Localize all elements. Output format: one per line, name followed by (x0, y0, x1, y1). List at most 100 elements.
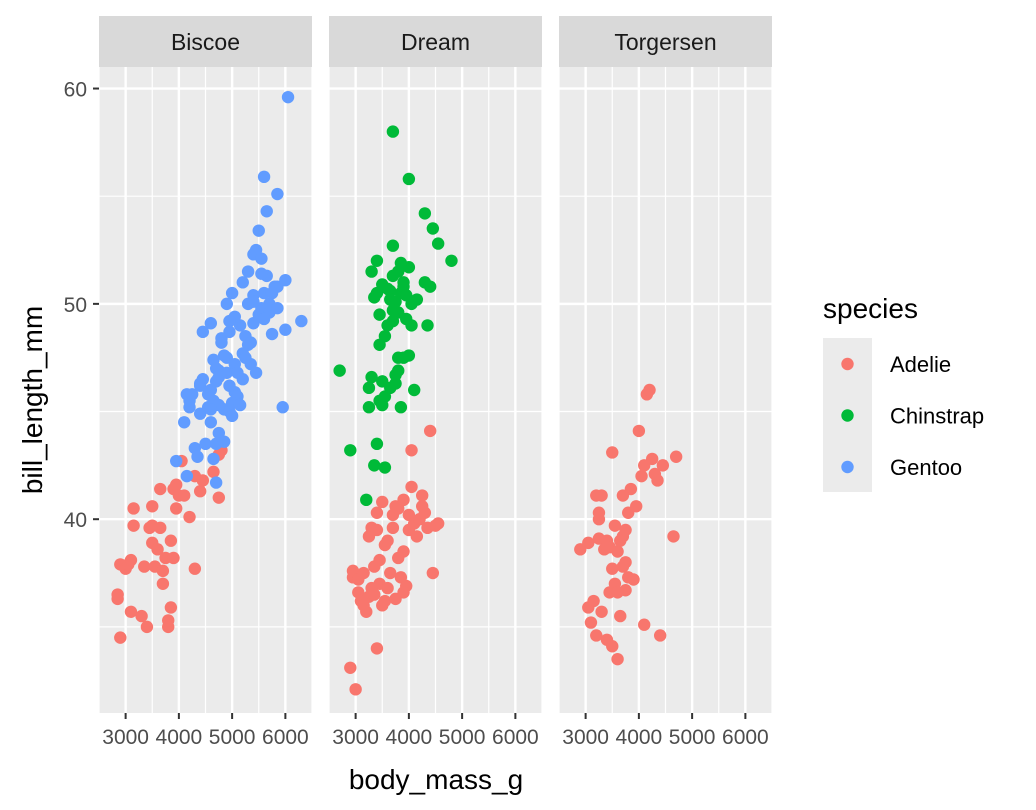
facet-panel: Biscoe 3000 4000 5000 6000 (98, 16, 313, 749)
data-point-gentoo (271, 187, 284, 201)
legend-entries: Adelie Chinstrap Gentoo (841, 352, 984, 480)
data-point-adelie (212, 491, 226, 504)
data-point-gentoo (236, 276, 249, 289)
data-point-chinstrap (397, 276, 410, 289)
data-point-adelie (381, 534, 394, 547)
data-point-chinstrap (410, 293, 424, 306)
data-point-chinstrap (426, 222, 440, 235)
data-point-adelie (376, 495, 389, 509)
data-point-chinstrap (402, 349, 416, 362)
data-point-gentoo (217, 349, 231, 362)
data-point-adelie (635, 469, 648, 483)
data-point-gentoo (295, 314, 308, 328)
data-point-adelie (423, 424, 437, 438)
data-point-adelie (643, 383, 656, 397)
data-point-gentoo (241, 265, 255, 278)
data-point-adelie (653, 629, 667, 642)
data-point-gentoo (209, 476, 223, 489)
data-point-adelie (590, 629, 603, 642)
data-point-gentoo (265, 327, 279, 341)
data-point-adelie (378, 594, 392, 608)
data-point-gentoo (257, 312, 271, 326)
data-point-gentoo (217, 435, 231, 448)
y-tick-label: 60 (64, 79, 87, 102)
data-point-gentoo (225, 286, 239, 300)
facet-panel: Dream 3000 4000 5000 6000 (328, 16, 543, 749)
x-tick-label: 4000 (616, 726, 663, 749)
data-point-adelie (384, 566, 397, 580)
data-point-gentoo (201, 388, 215, 401)
y-axis-title: bill_length_mm (17, 306, 48, 494)
data-point-gentoo (276, 401, 289, 414)
data-point-adelie (632, 424, 646, 438)
data-point-adelie (415, 489, 429, 502)
data-point-adelie (370, 523, 384, 537)
data-point-adelie (606, 640, 619, 653)
data-point-gentoo (252, 224, 265, 237)
x-tick-label: 6000 (722, 726, 769, 749)
data-point-gentoo (196, 325, 210, 339)
data-point-chinstrap (386, 239, 400, 252)
y-tick-label: 40 (64, 509, 87, 532)
data-point-chinstrap (370, 254, 384, 267)
data-point-gentoo (233, 398, 247, 412)
data-point-chinstrap (368, 459, 381, 472)
data-point-adelie (381, 581, 394, 595)
data-point-adelie (405, 444, 418, 457)
data-point-adelie (595, 489, 608, 502)
data-point-chinstrap (402, 172, 416, 186)
data-point-gentoo (212, 370, 226, 384)
data-point-gentoo (279, 273, 292, 287)
legend: species Adelie Chinstrap Gentoo (823, 293, 984, 492)
data-point-adelie (397, 586, 410, 599)
data-point-chinstrap (360, 493, 373, 507)
data-point-gentoo (191, 450, 204, 463)
data-point-adelie (587, 594, 600, 608)
data-point-chinstrap (405, 319, 418, 332)
data-point-adelie (638, 618, 651, 631)
data-point-adelie (196, 474, 210, 487)
data-point-gentoo (244, 336, 257, 349)
data-point-chinstrap (386, 304, 400, 317)
data-point-gentoo (260, 205, 273, 218)
data-point-chinstrap (389, 377, 402, 390)
data-point-chinstrap (365, 370, 378, 384)
data-point-adelie (162, 614, 175, 627)
data-point-adelie (135, 609, 148, 623)
data-point-gentoo (170, 454, 183, 468)
legend-label-gentoo: Gentoo (890, 455, 962, 480)
data-point-adelie (595, 605, 608, 618)
data-point-gentoo (247, 317, 260, 330)
data-point-adelie (630, 500, 643, 513)
facet-strip (559, 16, 772, 67)
data-point-chinstrap (418, 207, 432, 220)
data-point-adelie (611, 545, 624, 558)
data-point-gentoo (204, 317, 218, 330)
data-point-adelie (368, 588, 381, 601)
x-tick-label: 6000 (262, 726, 309, 749)
x-tick-label: 3000 (332, 726, 379, 749)
data-point-adelie (619, 523, 632, 537)
data-point-adelie (127, 502, 140, 515)
data-point-gentoo (265, 286, 279, 300)
legend-title: species (823, 293, 918, 324)
data-point-adelie (611, 652, 624, 666)
data-point-chinstrap (392, 364, 405, 377)
data-point-adelie (627, 573, 640, 586)
data-point-gentoo (185, 388, 199, 401)
data-point-chinstrap (394, 256, 408, 270)
data-point-chinstrap (408, 383, 421, 397)
data-point-adelie (667, 530, 680, 543)
data-point-chinstrap (431, 237, 445, 250)
data-point-adelie (170, 478, 183, 491)
data-point-adelie (608, 519, 622, 532)
legend-label-adelie: Adelie (890, 352, 951, 377)
data-point-adelie (606, 562, 619, 575)
data-point-gentoo (247, 295, 260, 308)
data-point-chinstrap (362, 401, 376, 414)
data-point-adelie (415, 500, 429, 513)
data-point-adelie (592, 513, 606, 526)
data-point-adelie (431, 517, 445, 530)
facet-strip-label: Biscoe (171, 29, 240, 55)
